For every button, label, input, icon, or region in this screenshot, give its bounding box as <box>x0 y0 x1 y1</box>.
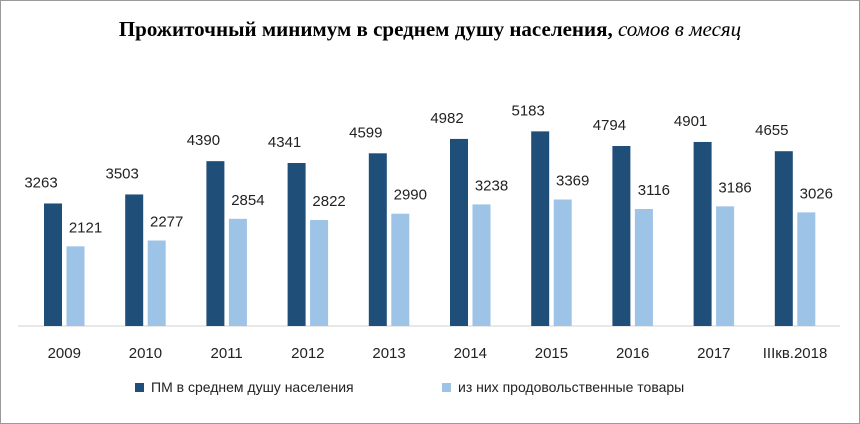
legend-label-pm: ПМ в среднем душу населения <box>151 379 354 395</box>
data-label: 4982 <box>430 110 463 127</box>
bar-food-2016 <box>634 208 653 326</box>
data-label: 5183 <box>512 102 545 119</box>
bar-pm-2015 <box>531 131 550 326</box>
bar-food-2009 <box>66 246 85 326</box>
data-label: 2990 <box>394 187 427 204</box>
data-label: 4341 <box>268 134 301 151</box>
bar-food-2017 <box>716 206 735 326</box>
bar-food-2014 <box>472 204 491 326</box>
bar-food-2012 <box>310 220 329 326</box>
x-tick-label: IIIкв.2018 <box>763 345 828 362</box>
bar-pm-2011 <box>206 161 225 326</box>
data-label: 3186 <box>718 179 751 196</box>
data-label: 2121 <box>69 219 102 236</box>
bar-food-2013 <box>391 213 410 326</box>
bar-pm-2012 <box>287 162 306 326</box>
x-tick-label: 2015 <box>535 345 568 362</box>
x-tick-label: 2009 <box>48 345 81 362</box>
x-tick-label: 2013 <box>372 345 405 362</box>
legend-swatch-food <box>442 383 451 392</box>
bar-pm-2009 <box>44 203 62 326</box>
bar-pm-2014 <box>450 138 468 326</box>
data-label: 4655 <box>755 122 788 139</box>
data-label: 3503 <box>106 165 139 182</box>
bar-pm-IIIкв.2018 <box>774 151 793 326</box>
bar-pm-2010 <box>125 194 144 326</box>
x-tick-label: 2017 <box>697 345 730 362</box>
data-label: 4599 <box>349 124 382 141</box>
chart-title-main: Прожиточный минимум в среднем душу насел… <box>118 17 613 41</box>
data-label: 4794 <box>593 117 626 134</box>
data-label: 4390 <box>187 132 220 149</box>
bar-pm-2016 <box>612 145 631 326</box>
data-label: 2854 <box>231 192 264 209</box>
bar-pm-2013 <box>368 153 387 326</box>
bar-food-IIIкв.2018 <box>797 212 816 326</box>
bar-food-2010 <box>147 240 166 326</box>
x-tick-label: 2010 <box>129 345 162 362</box>
legend-label-food: из них продовольственные товары <box>458 379 684 395</box>
x-tick-label: 2012 <box>291 345 324 362</box>
legend-swatch-pm <box>135 383 144 392</box>
data-label: 2277 <box>150 213 183 230</box>
x-tick-label: 2014 <box>454 345 487 362</box>
bar-food-2015 <box>553 199 572 326</box>
data-label: 3238 <box>475 177 508 194</box>
bar-pm-2017 <box>693 141 712 326</box>
x-tick-label: 2016 <box>616 345 649 362</box>
data-label: 3369 <box>556 172 589 189</box>
data-label: 3026 <box>800 185 833 202</box>
data-label: 3116 <box>638 182 670 199</box>
x-tick-label: 2011 <box>211 345 243 362</box>
data-label: 4901 <box>674 113 707 130</box>
chart-title-unit: сомов в месяц <box>618 17 742 41</box>
bar-food-2011 <box>228 218 247 326</box>
data-label: 2822 <box>312 193 345 210</box>
data-label: 3263 <box>24 174 57 191</box>
chart-title: Прожиточный минимум в среднем душу насел… <box>40 14 820 45</box>
